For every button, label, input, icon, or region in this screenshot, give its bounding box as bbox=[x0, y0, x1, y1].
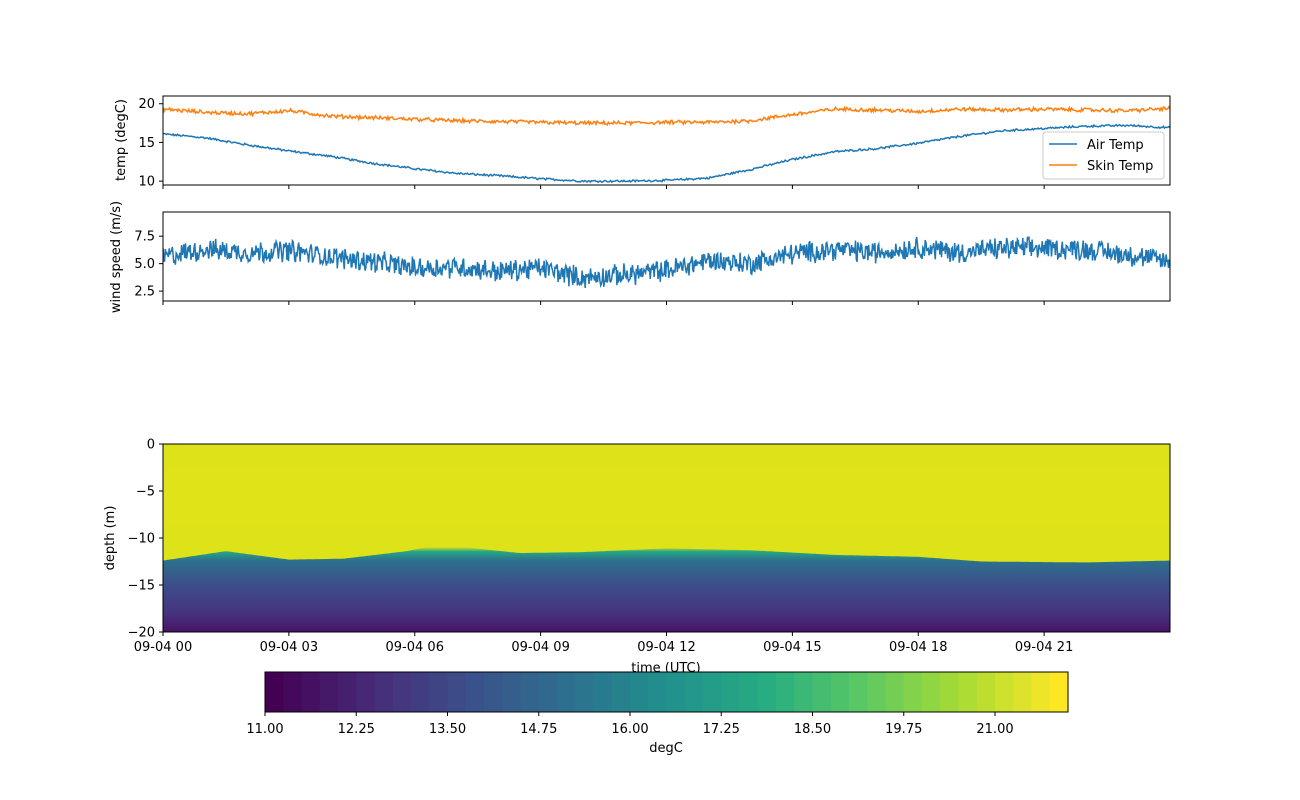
colorbar-cell bbox=[721, 672, 741, 712]
colorbar-cell bbox=[338, 672, 357, 712]
colorbar-cell bbox=[301, 672, 321, 712]
colorbar: 11.00 12.25 13.50 14.75 16.00 17.25 18.50 19.75… bbox=[246, 671, 1069, 756]
wind-ytick-label: 2.5 bbox=[134, 285, 155, 300]
legend-skin-temp-label: Skin Temp bbox=[1087, 159, 1153, 174]
colorbar-cell bbox=[1031, 672, 1051, 712]
depth-ytick-label: −20 bbox=[128, 626, 155, 641]
depth-xtick-label: 09-04 09 bbox=[511, 640, 569, 655]
air-temp-line bbox=[163, 123, 1170, 184]
heatmap-warm-band bbox=[163, 470, 1170, 525]
colorbar-cell bbox=[392, 672, 412, 712]
colorbar-cell bbox=[885, 672, 905, 712]
depth-ytick-label: −5 bbox=[136, 485, 155, 500]
depth-xtick-label: 09-04 12 bbox=[637, 640, 695, 655]
colorbar-cell bbox=[812, 672, 832, 712]
colorbar-cell bbox=[484, 672, 503, 712]
colorbar-cell bbox=[776, 672, 795, 712]
heatmap-lower-layer bbox=[163, 542, 1170, 632]
depth-xtick-label: 09-04 21 bbox=[1015, 640, 1073, 655]
skin-temp-line bbox=[163, 105, 1170, 127]
colorbar-cell bbox=[703, 672, 722, 712]
colorbar-tick-label: 18.50 bbox=[794, 722, 831, 737]
colorbar-tick-label: 13.50 bbox=[429, 722, 466, 737]
colorbar-cell bbox=[538, 672, 558, 712]
colorbar-tick-label: 11.00 bbox=[246, 722, 283, 737]
depth-ytick-label: 0 bbox=[147, 438, 155, 453]
temp-legend: Air Temp Skin Temp bbox=[1042, 131, 1165, 180]
colorbar-cell bbox=[630, 672, 649, 712]
colorbar-tick-label: 12.25 bbox=[338, 722, 375, 737]
colorbar-cell bbox=[265, 672, 284, 712]
colorbar-cell bbox=[940, 672, 960, 712]
temp-panel: 20 15 10 temp (degC) Air Temp Skin Temp bbox=[114, 95, 1171, 190]
wind-panel: 7.5 5.0 2.5 wind speed (m/s) bbox=[109, 201, 1171, 313]
colorbar-cell bbox=[830, 672, 850, 712]
colorbar-cell bbox=[648, 672, 668, 712]
colorbar-cell bbox=[520, 672, 540, 712]
colorbar-tick-label: 14.75 bbox=[520, 722, 557, 737]
depth-xtick-label: 09-04 18 bbox=[889, 640, 947, 655]
colorbar-cell bbox=[995, 672, 1014, 712]
colorbar-cell bbox=[903, 672, 923, 712]
colorbar-cell bbox=[593, 672, 613, 712]
colorbar-cell bbox=[958, 672, 978, 712]
colorbar-label: degC bbox=[649, 741, 683, 756]
colorbar-cell bbox=[1013, 672, 1033, 712]
colorbar-cell bbox=[666, 672, 686, 712]
colorbar-cell bbox=[794, 672, 814, 712]
colorbar-tick-label: 17.25 bbox=[703, 722, 740, 737]
colorbar-cell bbox=[283, 672, 303, 712]
colorbar-tick-label: 16.00 bbox=[611, 722, 648, 737]
colorbar-cell bbox=[465, 672, 485, 712]
colorbar-cell bbox=[429, 672, 449, 712]
temp-ytick-label: 20 bbox=[138, 97, 155, 112]
colorbar-cell bbox=[684, 672, 704, 712]
depth-xtick-label: 09-04 00 bbox=[134, 640, 192, 655]
depth-ytick-label: −15 bbox=[128, 579, 155, 594]
colorbar-cell bbox=[867, 672, 887, 712]
colorbar-cell bbox=[319, 672, 339, 712]
colorbar-cell bbox=[976, 672, 996, 712]
temp-ytick-label: 10 bbox=[138, 175, 155, 190]
colorbar-cell bbox=[611, 672, 631, 712]
colorbar-cell bbox=[557, 672, 576, 712]
wind-speed-line bbox=[163, 235, 1170, 289]
colorbar-cell bbox=[922, 672, 941, 712]
depth-panel: 0 −5 −10 −15 −20 09-04 00 09-04 03 09-04 06 09-… bbox=[103, 438, 1171, 676]
depth-xtick-label: 09-04 15 bbox=[763, 640, 821, 655]
temp-y-axis-label: temp (degC) bbox=[114, 99, 129, 181]
colorbar-cell bbox=[575, 672, 595, 712]
colorbar-frame bbox=[264, 671, 1069, 713]
depth-xtick-label: 09-04 06 bbox=[386, 640, 444, 655]
colorbar-cell bbox=[502, 672, 522, 712]
temp-ytick-label: 15 bbox=[138, 136, 155, 151]
colorbar-cell bbox=[757, 672, 777, 712]
wind-ytick-label: 7.5 bbox=[134, 230, 155, 245]
colorbar-cell bbox=[1049, 672, 1069, 712]
depth-ytick-label: −10 bbox=[128, 532, 155, 547]
colorbar-cell bbox=[411, 672, 430, 712]
colorbar-tick-label: 19.75 bbox=[885, 722, 922, 737]
colorbar-cell bbox=[447, 672, 467, 712]
colorbar-cell bbox=[739, 672, 759, 712]
legend-air-temp-label: Air Temp bbox=[1087, 138, 1144, 153]
colorbar-cell bbox=[374, 672, 394, 712]
depth-xtick-label: 09-04 03 bbox=[260, 640, 318, 655]
colorbar-tick-label: 21.00 bbox=[976, 722, 1013, 737]
wind-ytick-label: 5.0 bbox=[134, 257, 155, 272]
colorbar-cell bbox=[849, 672, 868, 712]
depth-y-axis-label: depth (m) bbox=[103, 506, 118, 571]
colorbar-cell bbox=[356, 672, 376, 712]
wind-y-axis-label: wind speed (m/s) bbox=[109, 201, 124, 313]
